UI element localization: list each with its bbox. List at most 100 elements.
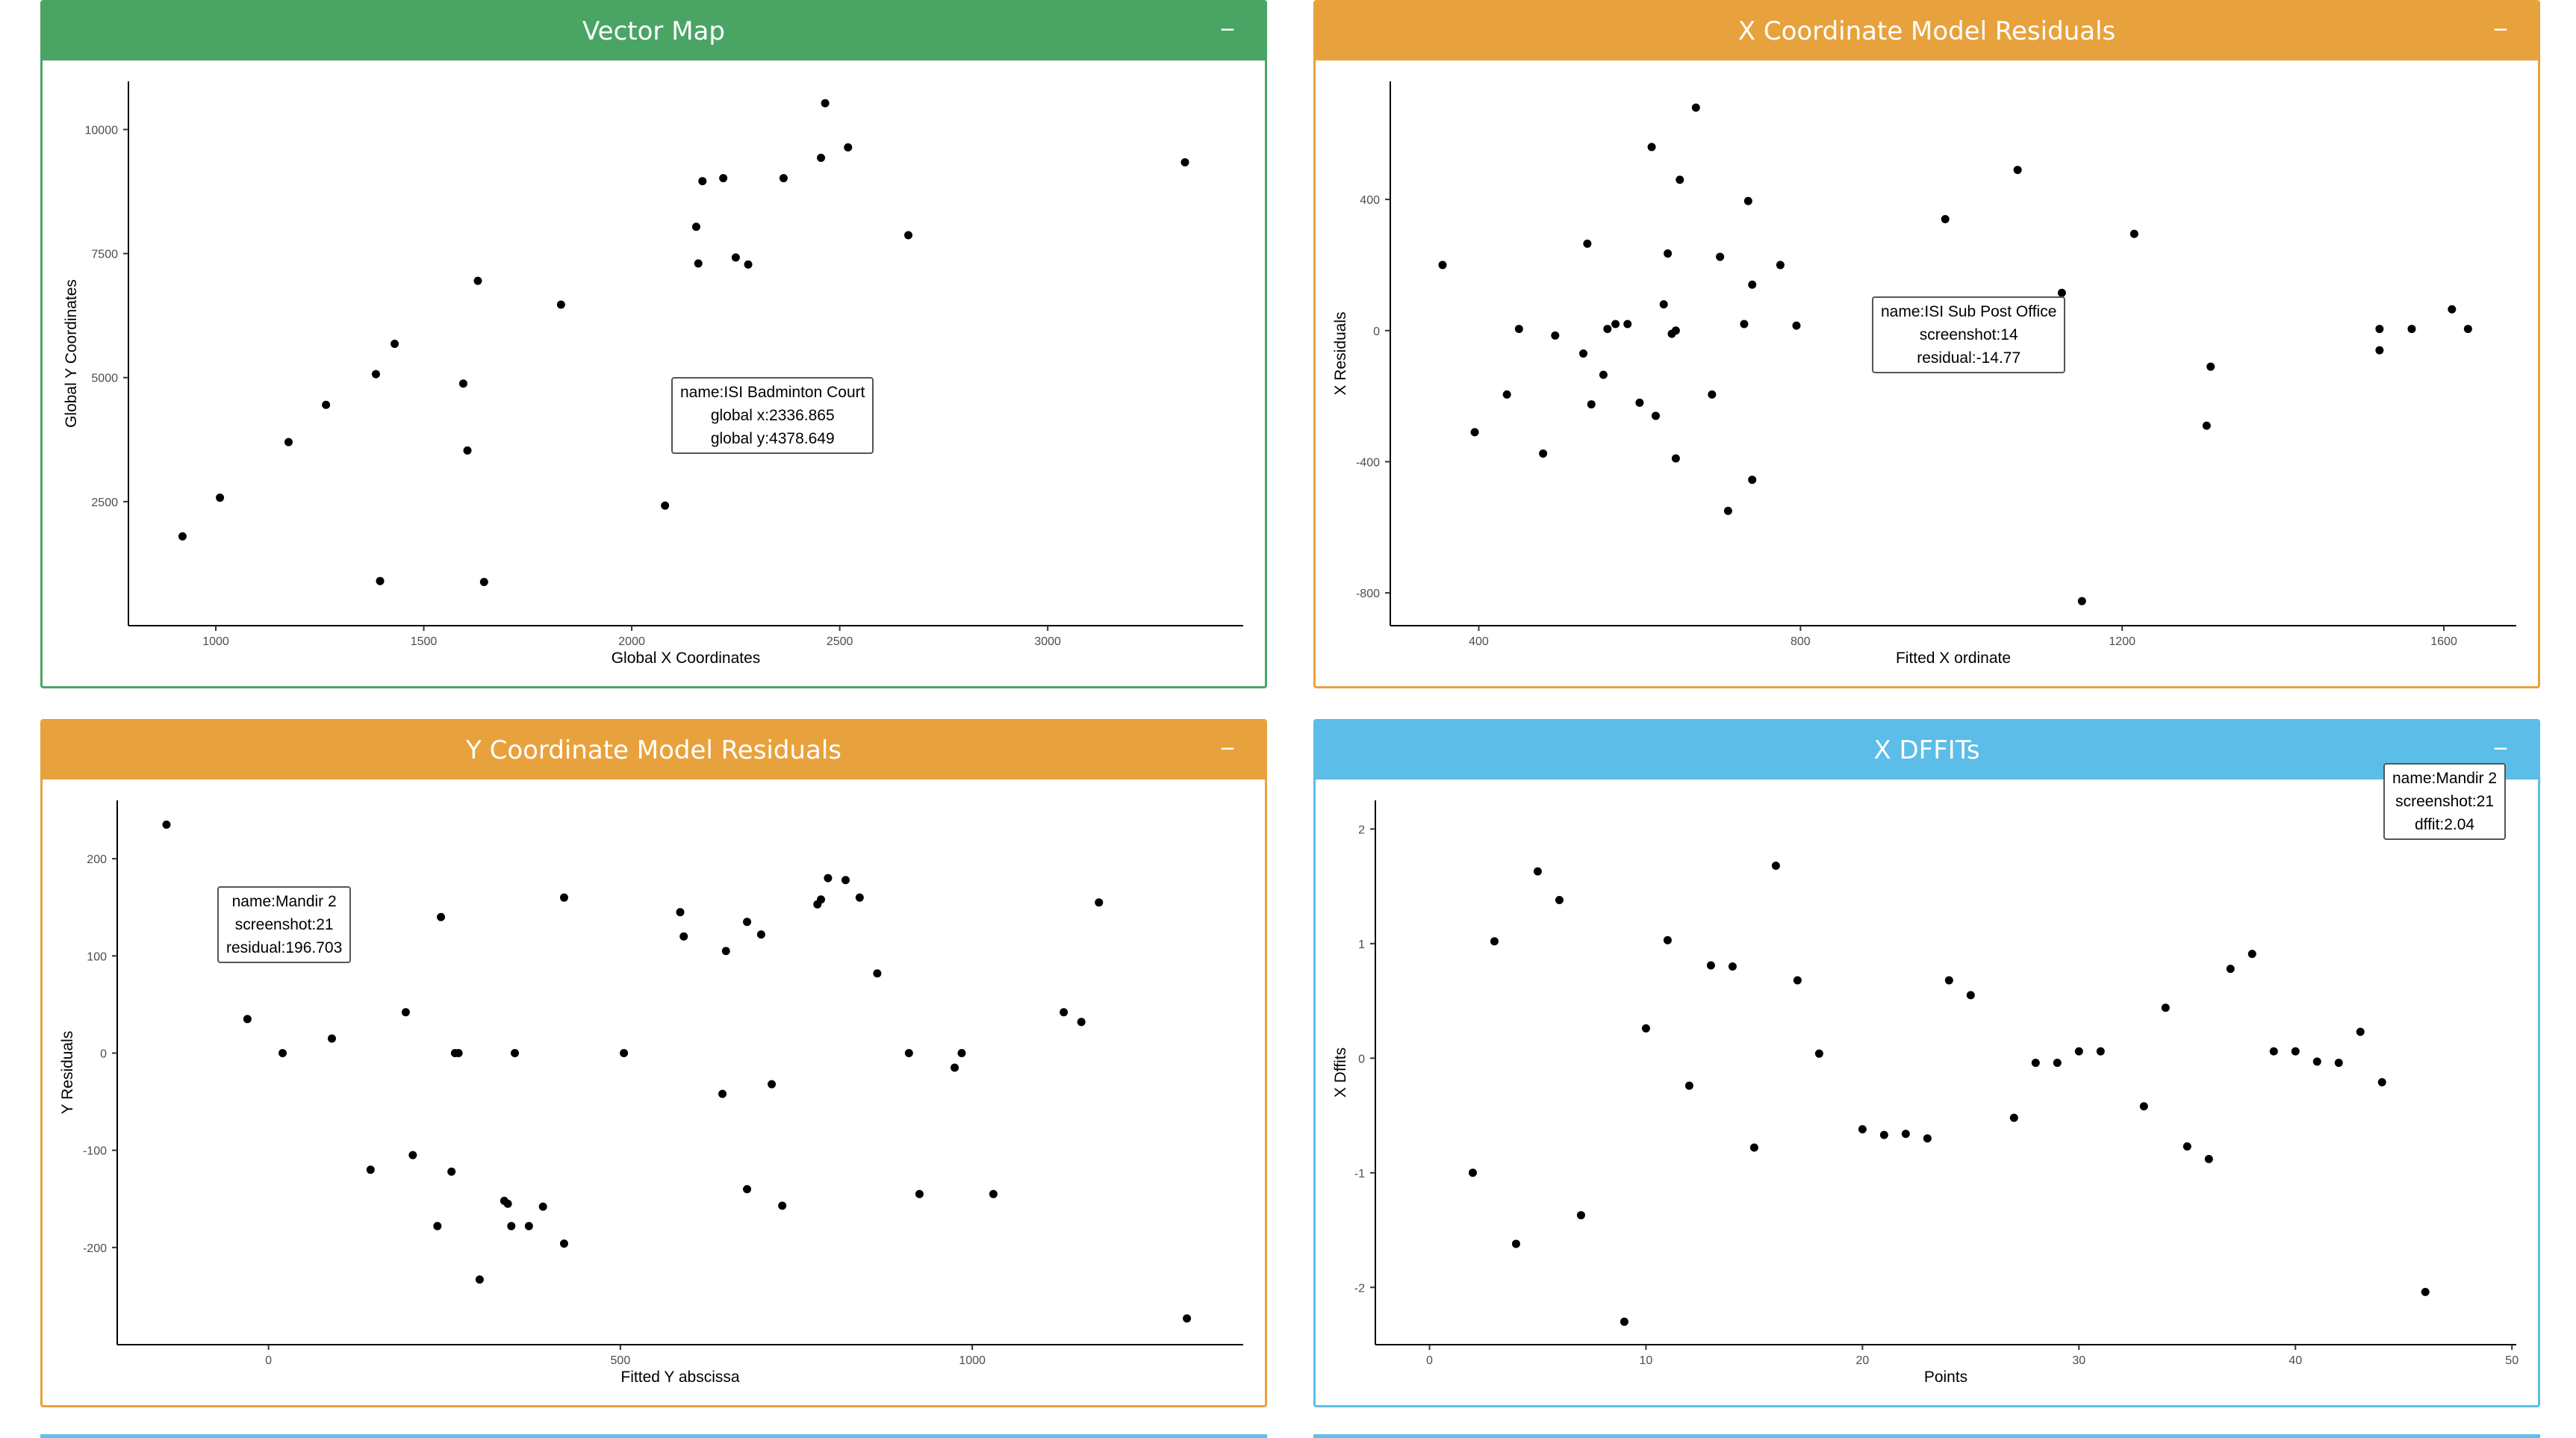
data-point[interactable]	[1514, 325, 1523, 334]
data-point[interactable]	[371, 370, 380, 379]
data-point[interactable]	[1502, 390, 1511, 399]
data-point[interactable]	[1716, 252, 1725, 261]
y-residuals-plot[interactable]: 0 500 1000 -200 -100 0 100 200 Fitted Y abscissa…	[43, 779, 1265, 1405]
data-point[interactable]	[1180, 158, 1189, 166]
data-point[interactable]	[1743, 196, 1752, 205]
data-point[interactable]	[454, 1048, 463, 1057]
collapse-button[interactable]: −	[1220, 15, 1235, 44]
data-point[interactable]	[957, 1048, 966, 1057]
data-point[interactable]	[2202, 421, 2211, 430]
data-point[interactable]	[1944, 976, 1953, 985]
data-point[interactable]	[327, 1034, 336, 1043]
data-point[interactable]	[1664, 249, 1673, 258]
data-point[interactable]	[2226, 965, 2235, 974]
data-point[interactable]	[1663, 936, 1672, 944]
data-point[interactable]	[951, 1063, 959, 1072]
data-point[interactable]	[2291, 1047, 2300, 1056]
data-point[interactable]	[1647, 143, 1656, 152]
data-point[interactable]	[1651, 411, 1660, 420]
data-point[interactable]	[1879, 1130, 1888, 1139]
data-point[interactable]	[524, 1221, 533, 1230]
data-point[interactable]	[458, 379, 467, 388]
data-point[interactable]	[322, 400, 331, 409]
vector-map-plot[interactable]: 1000 1500 2000 2500 3000 2500 5000 7500 10000 Glo…	[43, 60, 1265, 686]
data-point[interactable]	[2183, 1142, 2191, 1151]
data-point[interactable]	[1748, 280, 1757, 289]
data-point[interactable]	[511, 1048, 520, 1057]
data-point[interactable]	[817, 895, 825, 904]
data-point[interactable]	[2053, 1058, 2062, 1067]
data-point[interactable]	[1671, 326, 1680, 335]
collapse-button[interactable]: −	[2493, 734, 2508, 763]
data-point[interactable]	[2013, 166, 2022, 175]
data-point[interactable]	[1603, 325, 1612, 334]
data-point[interactable]	[661, 501, 670, 510]
data-point[interactable]	[1814, 1049, 1823, 1058]
data-point[interactable]	[1793, 976, 1802, 985]
data-point[interactable]	[1792, 321, 1801, 330]
data-point[interactable]	[391, 340, 399, 349]
collapse-button[interactable]: −	[2493, 15, 2508, 44]
data-point[interactable]	[2074, 1047, 2083, 1056]
data-point[interactable]	[2139, 1102, 2148, 1111]
data-point[interactable]	[2334, 1058, 2343, 1067]
data-point[interactable]	[1077, 1018, 1086, 1027]
data-point[interactable]	[731, 253, 740, 262]
data-point[interactable]	[2009, 1113, 2018, 1122]
data-point[interactable]	[2375, 325, 2384, 334]
data-point[interactable]	[620, 1048, 629, 1057]
data-point[interactable]	[1691, 103, 1700, 112]
data-point[interactable]	[1671, 454, 1680, 463]
data-point[interactable]	[844, 143, 853, 152]
data-point[interactable]	[1623, 320, 1632, 329]
data-point[interactable]	[915, 1189, 924, 1198]
data-point[interactable]	[2312, 1057, 2321, 1066]
data-point[interactable]	[2421, 1287, 2430, 1296]
data-point[interactable]	[2129, 229, 2138, 238]
data-point[interactable]	[873, 969, 882, 978]
data-point[interactable]	[1723, 506, 1732, 515]
data-point[interactable]	[1635, 398, 1644, 407]
data-point[interactable]	[778, 1201, 787, 1210]
data-point[interactable]	[408, 1151, 417, 1160]
data-point[interactable]	[162, 821, 171, 830]
data-point[interactable]	[1966, 991, 1975, 1000]
data-point[interactable]	[401, 1008, 410, 1017]
data-point[interactable]	[1776, 261, 1785, 270]
data-point[interactable]	[1583, 239, 1592, 248]
data-point[interactable]	[2077, 597, 2086, 606]
data-point[interactable]	[679, 932, 688, 941]
data-point[interactable]	[2031, 1058, 2040, 1067]
data-point[interactable]	[904, 1048, 913, 1057]
data-point[interactable]	[1587, 400, 1596, 409]
data-point[interactable]	[1539, 449, 1548, 458]
data-point[interactable]	[824, 874, 833, 883]
data-point[interactable]	[1749, 1143, 1758, 1152]
data-point[interactable]	[719, 174, 728, 183]
data-point[interactable]	[779, 174, 788, 183]
data-point[interactable]	[841, 876, 850, 885]
data-point[interactable]	[366, 1165, 375, 1174]
data-point[interactable]	[2096, 1047, 2105, 1056]
data-point[interactable]	[1748, 476, 1757, 485]
data-point[interactable]	[817, 153, 826, 162]
data-point[interactable]	[1599, 370, 1608, 379]
data-point[interactable]	[1576, 1211, 1585, 1220]
data-point[interactable]	[1728, 962, 1737, 971]
data-point[interactable]	[1060, 1008, 1068, 1017]
data-point[interactable]	[1470, 428, 1479, 437]
data-point[interactable]	[1611, 320, 1620, 329]
data-point[interactable]	[989, 1189, 998, 1198]
data-point[interactable]	[216, 494, 225, 502]
data-point[interactable]	[2356, 1027, 2365, 1036]
data-point[interactable]	[721, 947, 730, 956]
data-point[interactable]	[1511, 1239, 1520, 1248]
data-point[interactable]	[447, 1167, 456, 1176]
data-point[interactable]	[1551, 331, 1560, 340]
data-point[interactable]	[1923, 1134, 1932, 1143]
data-point[interactable]	[1438, 261, 1447, 270]
data-point[interactable]	[278, 1048, 287, 1057]
data-point[interactable]	[559, 893, 568, 902]
data-point[interactable]	[556, 300, 565, 309]
data-point[interactable]	[2448, 305, 2457, 314]
